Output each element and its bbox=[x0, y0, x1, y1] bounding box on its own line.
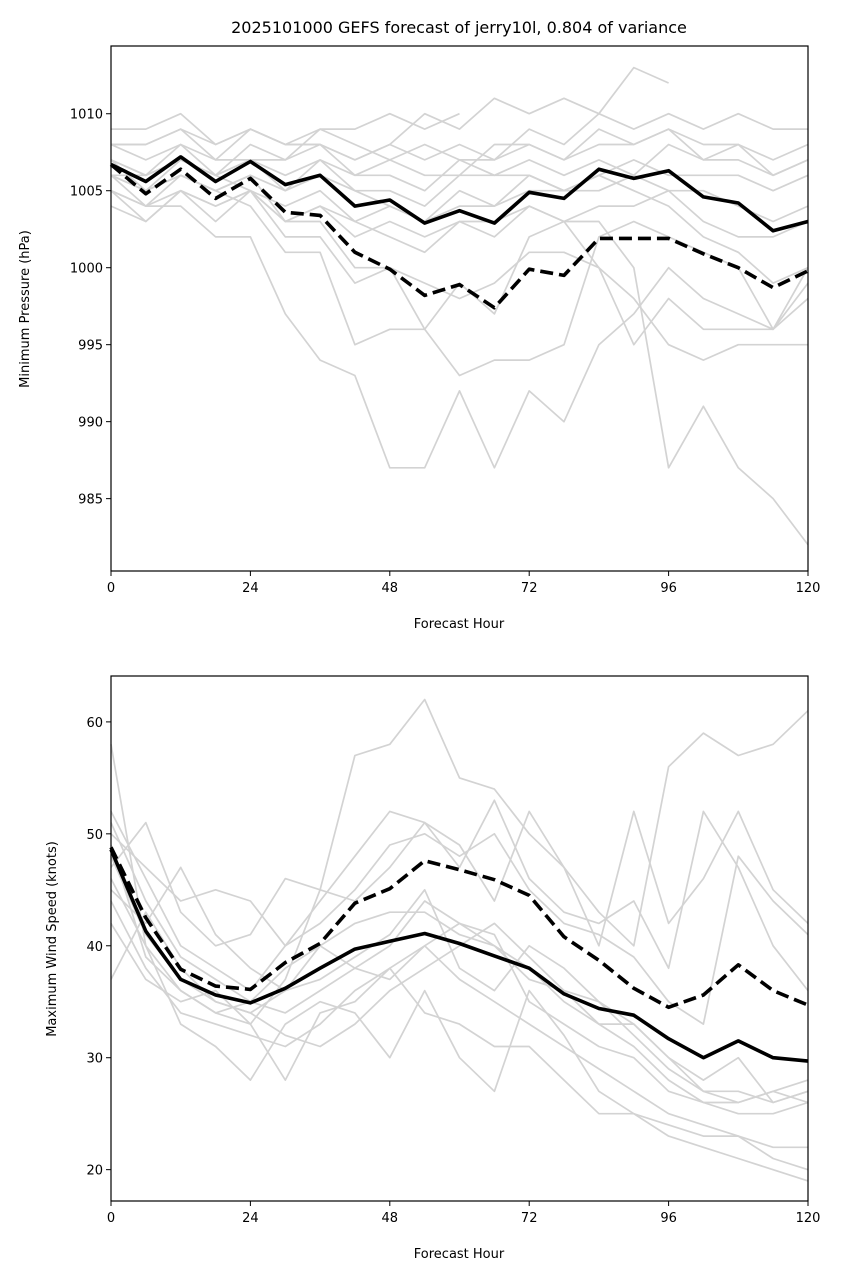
wind-series-member-11 bbox=[110, 855, 809, 1104]
pressure-y-tick-label: 990 bbox=[78, 416, 103, 431]
pressure-series-member-10 bbox=[110, 189, 809, 377]
wind-y-tick-label: 40 bbox=[86, 940, 103, 955]
pressure-series-member-12 bbox=[110, 159, 808, 361]
pressure-means bbox=[109, 155, 809, 310]
pressure-x-tick-label: 0 bbox=[107, 581, 115, 596]
pressure-series-mean bbox=[110, 155, 809, 233]
pressure-x-tick-label: 72 bbox=[521, 581, 538, 596]
wind-means bbox=[109, 846, 809, 1063]
wind-x-tick-label: 48 bbox=[382, 1211, 399, 1226]
wind-panel: 0 24 48 72 96 120 20 30 40 50 60 Forecast Hour Ma… bbox=[45, 675, 821, 1262]
pressure-y-tick-label: 985 bbox=[78, 493, 103, 508]
wind-y-tick-label: 50 bbox=[86, 828, 103, 843]
pressure-series-member-15 bbox=[111, 128, 809, 177]
pressure-series-dashed bbox=[109, 163, 809, 310]
wind-series-member-2 bbox=[110, 799, 809, 992]
pressure-series-member-13 bbox=[110, 159, 809, 346]
pressure-x-tick-label: 48 bbox=[382, 581, 399, 596]
wind-series-member-6 bbox=[110, 900, 809, 1171]
pressure-series-member-9 bbox=[110, 189, 809, 469]
pressure-y-axis-label: Minimum Pressure (hPa) bbox=[18, 230, 33, 388]
pressure-y-ticks: 985 990 995 1000 1005 1010 bbox=[70, 108, 111, 508]
wind-members bbox=[110, 698, 809, 1182]
wind-series-member-4 bbox=[110, 810, 809, 947]
wind-series-member-3 bbox=[110, 832, 809, 1025]
pressure-x-tick-label: 24 bbox=[242, 581, 259, 596]
wind-y-ticks: 20 30 40 50 60 bbox=[86, 716, 111, 1179]
pressure-x-tick-label: 120 bbox=[796, 581, 821, 596]
pressure-y-tick-label: 995 bbox=[78, 339, 103, 354]
pressure-x-ticks: 0 24 48 72 96 120 bbox=[107, 571, 821, 596]
wind-x-tick-label: 24 bbox=[242, 1211, 259, 1226]
pressure-panel: 0 24 48 72 96 120 985 990 995 1000 1005 1010 Forec… bbox=[18, 45, 821, 632]
pressure-x-axis-label: Forecast Hour bbox=[414, 617, 505, 632]
wind-x-ticks: 0 24 48 72 96 120 bbox=[107, 1201, 821, 1226]
wind-plot-frame bbox=[110, 675, 809, 1202]
pressure-y-tick-label: 1010 bbox=[70, 108, 103, 123]
wind-y-tick-label: 20 bbox=[86, 1164, 103, 1179]
wind-series-member-8 bbox=[110, 922, 808, 1149]
wind-y-tick-label: 60 bbox=[86, 716, 103, 731]
wind-x-tick-label: 96 bbox=[660, 1211, 677, 1226]
wind-series-member-7 bbox=[110, 878, 809, 1182]
wind-y-tick-label: 30 bbox=[86, 1052, 103, 1067]
wind-x-tick-label: 120 bbox=[796, 1211, 821, 1226]
pressure-series-member-14 bbox=[111, 159, 809, 284]
pressure-series-member-4 bbox=[110, 128, 809, 177]
pressure-members bbox=[110, 66, 809, 546]
wind-series-member-5 bbox=[110, 866, 809, 1104]
wind-y-axis-label: Maximum Wind Speed (knots) bbox=[45, 841, 60, 1037]
wind-series-dashed bbox=[109, 846, 809, 1010]
wind-series-member-12 bbox=[110, 822, 809, 1104]
wind-x-axis-label: Forecast Hour bbox=[414, 1247, 505, 1262]
pressure-y-tick-label: 1000 bbox=[70, 262, 103, 277]
wind-x-tick-label: 0 bbox=[107, 1211, 115, 1226]
wind-x-tick-label: 72 bbox=[521, 1211, 538, 1226]
pressure-plot-frame bbox=[110, 45, 809, 572]
wind-series-member-10 bbox=[110, 844, 809, 1104]
pressure-series-member-5 bbox=[110, 143, 809, 192]
pressure-x-tick-label: 96 bbox=[660, 581, 677, 596]
wind-series-mean bbox=[109, 848, 809, 1063]
pressure-y-tick-label: 1005 bbox=[70, 185, 103, 200]
chart-title: 2025101000 GEFS forecast of jerry10l, 0.… bbox=[231, 18, 687, 37]
wind-series-member-1 bbox=[110, 698, 809, 1025]
